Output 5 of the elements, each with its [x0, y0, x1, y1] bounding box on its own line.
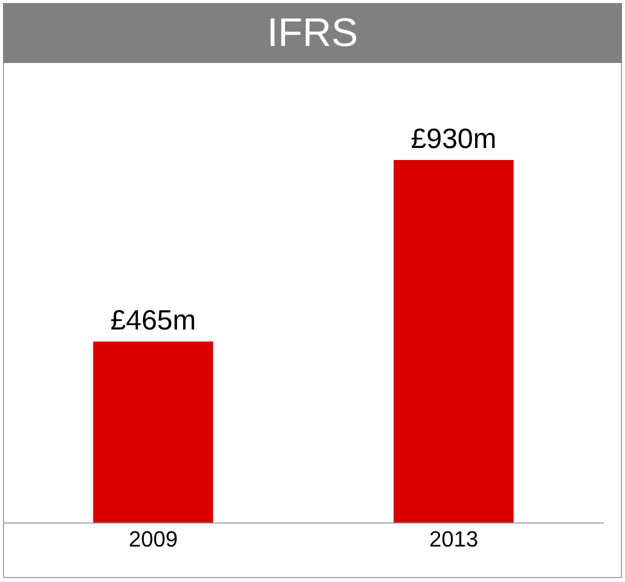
data-label: £930m	[410, 123, 496, 154]
x-tick-label: 2009	[128, 526, 178, 552]
x-tick-label: 2013	[429, 526, 478, 552]
data-label: £465m	[110, 304, 196, 336]
chart-title: IFRS	[3, 3, 622, 63]
